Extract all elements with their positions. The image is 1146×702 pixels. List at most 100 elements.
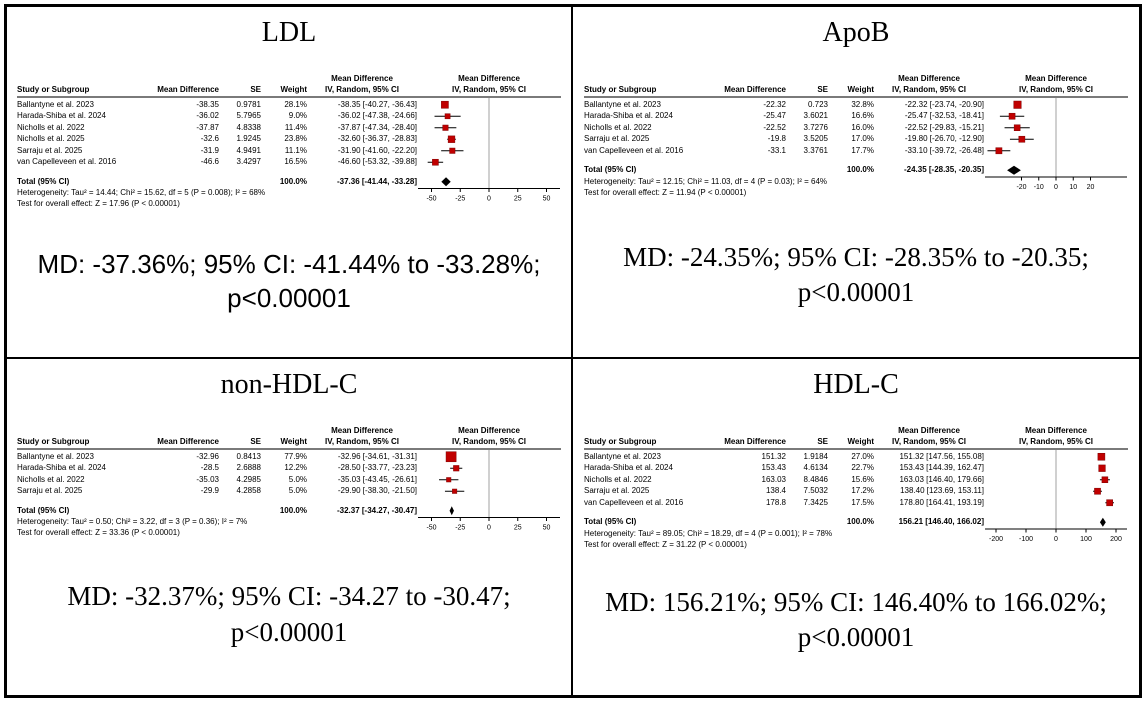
study-name: Nicholls et al. 2022 [584,122,652,132]
total-ci-text: -37.36 [-41.44, -33.28] [336,176,417,186]
x-axis-tick-label: 100 [1080,536,1092,543]
weight-column-header: Weight [280,84,307,94]
study-se: 0.8413 [236,451,261,461]
forest-plot-svg: -50 -25 0 25 50 [418,449,560,531]
study-ci-text: -46.60 [-53.32, -39.88] [337,157,417,167]
study-mean-difference: 153.43 [761,463,786,473]
table-row: Mean Difference Mean Difference [584,73,1128,84]
md-column-header: Mean Difference [157,84,219,94]
study-name: Harada-Shiba et al. 2024 [17,463,106,473]
study-name: Ballantyne et al. 2023 [584,99,661,109]
study-row: Ballantyne et al. 2023 -32.96 0.8413 77.9% -… [17,451,561,463]
se-column-header: SE [250,436,261,446]
plot-column-header: IV, Random, 95% CI [452,84,526,94]
study-mean-difference: -31.9 [200,145,219,155]
se-column-header: SE [250,84,261,94]
study-se: 8.4846 [803,474,828,484]
study-se: 4.9491 [236,145,261,155]
study-name: Ballantyne et al. 2023 [584,451,661,461]
study-se: 7.3425 [803,497,828,507]
study-ci-text: 138.40 [123.69, 153.11] [900,486,984,496]
x-axis-tick-label: -10 [1034,184,1044,191]
study-mean-difference: 178.8 [765,497,786,507]
total-label: Total (95% CI) [17,176,70,186]
study-weight: 32.8% [851,99,874,109]
study-se: 1.9184 [803,451,828,461]
effect-square [445,451,457,462]
summary-line-1: MD: -32.37%; 95% CI: -34.27 to -30.47; [67,581,511,612]
total-row: Total (95% CI) 100.0% -37.36 [-41.44, -33.… [17,176,561,188]
table-row: Study or Subgroup Mean Difference SE Weight… [17,84,561,95]
effect-square [1106,499,1113,506]
x-axis-tick-label: 25 [514,195,522,202]
study-mean-difference: 163.03 [761,474,786,484]
study-ci-text: -32.96 [-34.61, -31.31] [337,451,417,461]
total-se-spacer [219,176,261,188]
x-axis-tick-label: 0 [1054,536,1058,543]
panel-title-ldl: LDL [261,17,317,48]
total-md-spacer [724,164,786,176]
forest-plot-svg: -50 -25 0 25 50 [418,97,560,202]
study-mean-difference: 138.4 [765,486,786,496]
summary-line-2: p<0.00001 [797,277,915,308]
effect-square [432,158,439,166]
study-row: Sarraju et al. 2025 -31.9 4.9491 11.1% -31.9… [17,145,561,157]
study-se: 4.2985 [236,474,261,484]
total-se-spacer [786,516,828,528]
study-mean-difference: -22.32 [763,99,786,109]
effect-square [447,135,456,143]
table-row: Mean Difference Mean Difference [17,73,561,84]
summary-hdl-c: MD: 156.21%; 95% CI: 146.40% to 166.02%;… [573,554,1139,695]
study-name: Sarraju et al. 2025 [17,486,83,496]
study-weight: 5.0% [288,474,307,484]
effect-square [444,113,451,119]
x-axis-tick-label: -200 [989,536,1003,543]
se-column-header: SE [817,84,828,94]
study-column-header: Study or Subgroup [584,436,657,446]
overall-effect-text: Test for overall effect: Z = 11.94 (P < … [584,187,747,197]
header-rule [584,95,1128,98]
study-ci-text: -22.32 [-23.74, -20.90] [904,99,984,109]
study-weight: 16.0% [851,122,874,132]
x-axis-tick-label: 50 [543,195,551,202]
bottom-padding [17,209,561,213]
x-axis-tick-label: -25 [455,524,465,531]
effect-square [995,147,1003,154]
study-name: Harada-Shiba et al. 2024 [17,111,106,121]
study-name: Harada-Shiba et al. 2024 [584,463,673,473]
study-se: 3.7276 [803,122,828,132]
study-column-header: Study or Subgroup [17,436,90,446]
study-mean-difference: -35.03 [196,474,219,484]
study-ci-text: -19.80 [-26.70, -12.90] [904,134,984,144]
overall-effect-text: Test for overall effect: Z = 17.96 (P < … [17,199,180,209]
study-mean-difference: -28.5 [200,463,219,473]
study-name: Sarraju et al. 2025 [584,486,650,496]
panel-title-apob: ApoB [822,17,890,48]
panel-ldl: LDL Mean Difference Mean Difference Study … [7,7,573,359]
study-row: Nicholls et al. 2025 -32.6 1.9245 23.8% -32.… [17,133,561,145]
forest-plot-svg: -200 -100 0 100 200 [985,449,1127,543]
forest-plot-ldl: Mean Difference Mean Difference Study or S… [17,73,561,214]
study-row: Sarraju et al. 2025 -29.9 4.2858 5.0% -29.90… [17,485,561,497]
overall-effect-text: Test for overall effect: Z = 33.36 (P < … [17,528,180,538]
table-row: Study or Subgroup Mean Difference SE Weight… [17,436,561,447]
table-row: Study or Subgroup Mean Difference SE Weight… [584,436,1128,447]
study-ci-text: 153.43 [144.39, 162.47] [899,463,984,473]
plot-column-top-header: Mean Difference [1025,73,1087,83]
effect-square [442,124,449,131]
study-name: Ballantyne et al. 2023 [17,451,94,461]
study-se: 5.7965 [236,111,261,121]
study-row: Nicholls et al. 2022 163.03 8.4846 15.6% 163… [584,474,1128,486]
study-mean-difference: -38.35 [196,99,219,109]
header-spacer [17,73,307,84]
study-column-header: Study or Subgroup [584,84,657,94]
total-se-spacer [219,505,261,517]
study-row: Harada-Shiba et al. 2024 153.43 4.6134 22.7… [584,462,1128,474]
x-axis-tick-label: -50 [426,195,436,202]
study-mean-difference: -32.96 [196,451,219,461]
md-column-header: Mean Difference [157,436,219,446]
study-column-header: Study or Subgroup [17,84,90,94]
total-label: Total (95% CI) [584,165,637,175]
forest-plot-non-hdl-c: Mean Difference Mean Difference Study or S… [17,425,561,543]
